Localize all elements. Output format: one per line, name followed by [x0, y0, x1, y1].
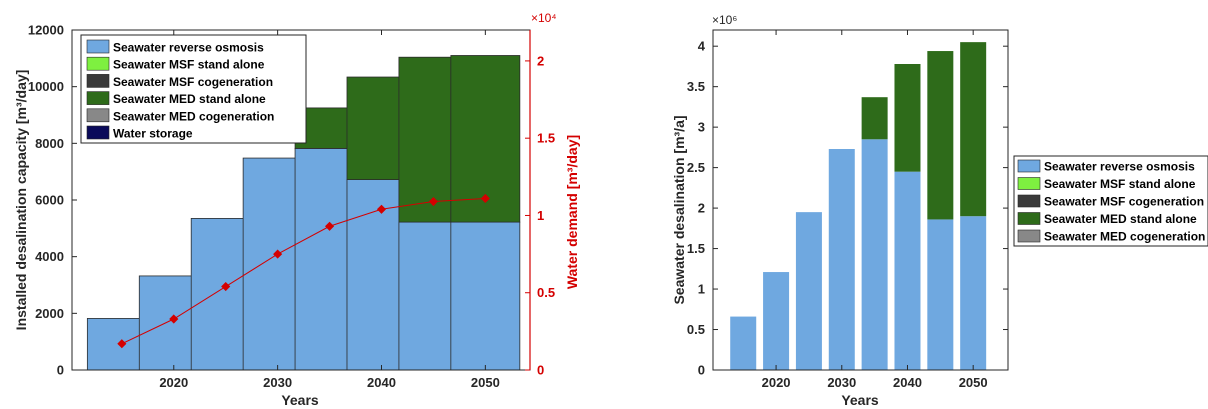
y-tick-label: 2.5	[687, 160, 705, 175]
demand-point	[117, 339, 127, 349]
x-axis-label: Years	[281, 392, 319, 408]
y-axis-label: Installed desalination capacity [m³/day]	[13, 70, 29, 331]
demand-point	[324, 221, 335, 231]
plot-area	[713, 30, 1008, 370]
left-axis-ticks: 0 2000 4000 6000 8000 10000 12000	[28, 23, 77, 378]
y-tick-label: 0.5	[687, 322, 705, 337]
bar-2020-seawater-reverse-osmosis	[763, 272, 790, 370]
right-tick-label: 0.5	[537, 285, 555, 300]
right-axis-ticks: 0 0.5 1 1.5 2	[525, 30, 555, 378]
x-tick-label: 2050	[471, 375, 500, 390]
legend-label: Seawater MED cogeneration	[113, 109, 274, 123]
right-tick-label: 1	[537, 208, 544, 223]
legend-swatch	[1017, 194, 1041, 208]
x-axis-label: Years	[841, 392, 879, 408]
x-tick-label: 2040	[367, 375, 396, 390]
demand-point	[221, 281, 231, 292]
right-tick-label: 1.5	[537, 131, 555, 146]
x-axis-ticks: 2020 2030 2040 2050	[159, 30, 500, 390]
bar-2015-seawater-reverse-osmosis	[730, 316, 757, 370]
bar-2035-seawater-med-stand-alone	[861, 97, 888, 140]
legend-label: Seawater MED stand alone	[113, 92, 266, 106]
x-tick-label: 2020	[159, 375, 188, 390]
x-tick-label: 2020	[762, 375, 791, 390]
legend-label: Seawater MSF cogeneration	[113, 75, 273, 89]
chart-desalination: 00.511.522.533.54 2020 2030 2040 2050 ×10⁶ …	[671, 13, 1208, 408]
demand-point	[273, 249, 283, 259]
legend-label: Seawater MSF stand alone	[1044, 177, 1196, 191]
bar-2050-seawater-reverse-osmosis	[960, 216, 987, 370]
legend-label: Seawater MED stand alone	[1044, 212, 1197, 226]
legend-label: Seawater reverse osmosis	[1044, 160, 1195, 174]
bar-2040-seawater-med-stand-alone	[894, 64, 921, 172]
legend-swatch	[1017, 177, 1041, 190]
chart-capacity: 0 2000 4000 6000 8000 10000 12000 0 0.5 1 1.5 2 20…	[13, 11, 580, 408]
x-tick-label: 2050	[959, 375, 988, 390]
legend-label: Water storage	[113, 127, 193, 141]
demand-point	[169, 314, 179, 324]
y-tick-label: 2	[698, 201, 705, 216]
y-tick-label: 12000	[28, 23, 64, 38]
demand-point	[376, 204, 387, 214]
y-tick-label: 0	[698, 363, 705, 378]
legend: Seawater reverse osmosis Seawater MSF sta…	[80, 34, 307, 144]
x-tick-label: 2040	[893, 375, 922, 390]
bars-layer	[86, 55, 521, 371]
legend-label: Seawater MSF stand alone	[113, 58, 265, 72]
bar-2045-seawater-med-stand-alone	[927, 51, 954, 220]
legend-swatch	[1017, 212, 1041, 225]
y-tick-label: 10000	[28, 79, 64, 94]
y-tick-label: 3.5	[687, 79, 705, 94]
y-tick-label: 4000	[35, 249, 64, 264]
right-tick-label: 0	[537, 363, 544, 378]
x-axis-ticks: 2020 2030 2040 2050	[762, 30, 988, 390]
bar-2050-seawater-med-stand-alone	[960, 42, 987, 217]
legend-swatch	[86, 74, 110, 88]
y-tick-label: 6000	[35, 193, 64, 208]
legend-label: Seawater reverse osmosis	[113, 41, 264, 55]
bar-2030-seawater-reverse-osmosis	[828, 149, 855, 370]
bars-layer	[730, 42, 987, 370]
bar-2035-seawater-reverse-osmosis	[861, 139, 888, 370]
bar-2045-seawater-reverse-osmosis	[927, 219, 954, 370]
y-tick-label: 1.5	[687, 241, 705, 256]
y-axis-ticks: 0 0.5 1 1.5 2 2.5 3 3.5 4	[687, 39, 1008, 378]
legend-swatch	[86, 108, 110, 123]
legend-swatch	[86, 91, 110, 105]
legend-swatch	[1017, 159, 1041, 173]
legend-swatch	[86, 125, 110, 140]
legend-label: Seawater MSF cogeneration	[1044, 195, 1204, 209]
bar-2040-seawater-reverse-osmosis	[894, 171, 921, 370]
demand-line	[121, 197, 486, 345]
x-tick-label: 2030	[263, 375, 292, 390]
bar-2025-seawater-reverse-osmosis	[795, 212, 822, 370]
legend-swatch	[86, 39, 110, 54]
legend-box	[1013, 155, 1208, 247]
y-tick-label: 4	[698, 39, 706, 54]
y-axis-label: Seawater desalination [m³/a]	[671, 115, 687, 304]
legend-swatch	[1017, 229, 1041, 243]
y-tick-label: 1	[698, 282, 705, 297]
y-tick-label: 8000	[35, 136, 64, 151]
legend-swatch	[86, 56, 110, 71]
y-tick-label: 2000	[35, 306, 64, 321]
demand-point	[480, 193, 490, 204]
y-axis-exponent: ×10⁶	[712, 13, 737, 27]
legend-box	[80, 34, 307, 144]
y-tick-label: 0	[57, 363, 64, 378]
right-axis-label: Water demand [m³/day]	[564, 135, 580, 289]
right-tick-label: 2	[537, 53, 544, 68]
right-axis-exponent: ×10⁴	[531, 11, 557, 25]
demand-line-layer	[117, 193, 490, 349]
y-tick-label: 3	[698, 120, 705, 135]
demand-point	[428, 196, 438, 207]
bar-2050-seawater-reverse-osmosis	[450, 221, 521, 371]
legend: Seawater reverse osmosis Seawater MSF sta…	[1013, 155, 1208, 247]
x-tick-label: 2030	[827, 375, 856, 390]
plot-frame	[712, 29, 1009, 371]
legend-label: Seawater MED cogeneration	[1044, 230, 1205, 244]
